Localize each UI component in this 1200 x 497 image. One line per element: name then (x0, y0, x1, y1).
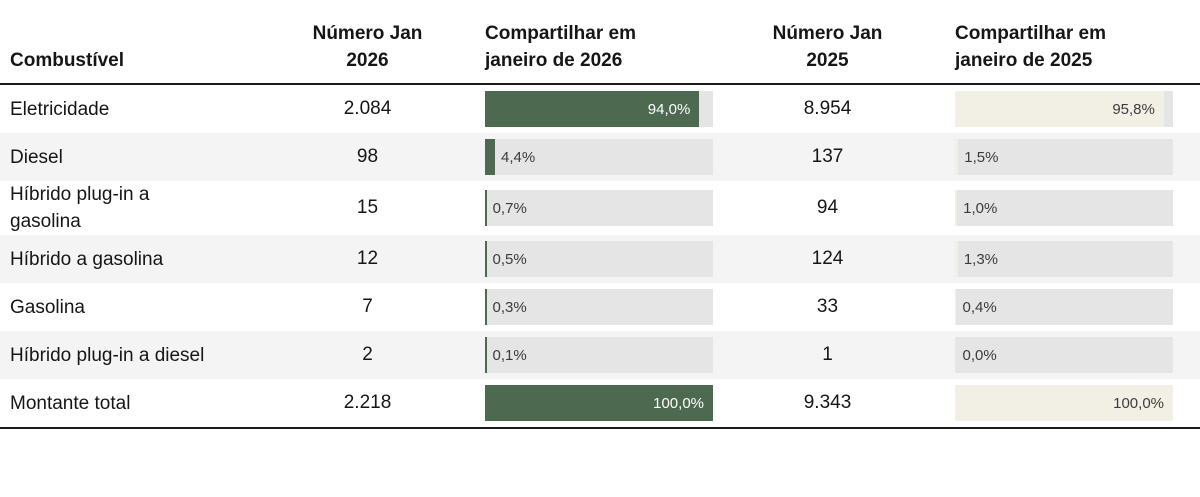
number-2025-cell: 9.343 (803, 392, 852, 413)
share-2025-bar-fill (955, 385, 1173, 421)
share-2025-bar-track: 1,0% (955, 190, 1173, 226)
share-2025-bar-cell: 1,3% (900, 241, 1200, 277)
share-2026-bar-fill (485, 139, 496, 175)
share-2025-bar-label: 95,8% (1112, 100, 1155, 118)
share-2026-bar-track: 0,3% (485, 289, 713, 325)
share-2026-bar-label: 94,0% (647, 100, 691, 118)
number-2025-cell: 124 (811, 248, 844, 269)
share-2025-bar-label: 1,5% (964, 148, 999, 166)
share-2025-bar-fill (955, 91, 1164, 127)
share-2026-bar-label: 0,1% (492, 346, 527, 364)
number-2026-cell: 15 (356, 197, 379, 218)
share-2025-bar-label: 0,4% (962, 298, 997, 316)
share-2026-bar-fill (485, 337, 487, 373)
number-2026-cell: 2.218 (343, 392, 392, 413)
share-2025-bar-fill (955, 139, 959, 175)
number-2026-cell: 12 (356, 248, 379, 269)
share-2026-bar-fill (485, 289, 487, 325)
number-2026-cell: 2 (362, 344, 373, 365)
share-2026-bar-cell: 0,5% (445, 241, 755, 277)
column-header-share-2025: Compartilhar em janeiro de 2025 (955, 23, 1106, 71)
share-2026-bar-cell: 94,0% (445, 91, 755, 127)
share-2025-bar-cell: 1,5% (900, 139, 1200, 175)
table-row: Híbrido plug-in a diesel 2 0,1% 1 0,0% (0, 331, 1200, 379)
share-2026-bar-track: 4,4% (485, 139, 713, 175)
column-header-number-2025: Número Jan 2025 (772, 23, 883, 71)
share-2025-bar-track: 1,5% (955, 139, 1173, 175)
fuel-cell: Diesel (10, 146, 63, 168)
column-header-share-2026: Compartilhar em janeiro de 2026 (485, 23, 636, 71)
table-row: Montante total 2.218 100,0% 9.343 100,0% (0, 379, 1200, 427)
share-2025-bar-label: 100,0% (1113, 394, 1164, 412)
fuel-cell: Híbrido a gasolina (10, 248, 164, 270)
number-2025-cell: 33 (816, 296, 839, 317)
share-2025-bar-cell: 95,8% (900, 91, 1200, 127)
share-2026-bar-label: 0,3% (492, 298, 527, 316)
share-2025-bar-track: 100,0% (955, 385, 1173, 421)
share-2025-bar-track: 0,0% (955, 337, 1173, 373)
number-2025-cell: 1 (822, 344, 833, 365)
share-2025-bar-fill (955, 289, 956, 325)
share-2025-bar-label: 1,0% (963, 199, 998, 217)
share-2026-bar-cell: 0,7% (445, 190, 755, 226)
share-2026-bar-fill (485, 190, 487, 226)
number-2025-cell: 137 (811, 146, 844, 167)
table-row: Híbrido plug-in a gasolina 15 0,7% 94 1,… (0, 181, 1200, 235)
share-2025-bar-track: 1,3% (955, 241, 1173, 277)
share-2026-bar-label: 0,5% (492, 250, 527, 268)
share-2026-bar-track: 0,1% (485, 337, 713, 373)
share-2026-bar-track: 0,5% (485, 241, 713, 277)
column-header-fuel: Combustível (10, 50, 125, 71)
share-2025-bar-label: 1,3% (963, 250, 999, 268)
table-row: Diesel 98 4,4% 137 1,5% (0, 133, 1200, 181)
share-2026-bar-cell: 0,3% (445, 289, 755, 325)
table-row: Híbrido a gasolina 12 0,5% 124 1,3% (0, 235, 1200, 283)
number-2026-cell: 2.084 (343, 98, 392, 119)
number-2025-cell: 94 (816, 197, 839, 218)
share-2026-bar-cell: 100,0% (445, 385, 755, 421)
fuel-cell: Gasolina (10, 296, 85, 318)
fuel-cell: Montante total (10, 392, 131, 414)
share-2026-bar-fill (485, 91, 700, 127)
share-2026-bar-label: 100,0% (653, 394, 704, 412)
table-row: Gasolina 7 0,3% 33 0,4% (0, 283, 1200, 331)
column-header-number-2026: Número Jan 2026 (312, 23, 423, 71)
table-row: Eletricidade 2.084 94,0% 8.954 95,8% (0, 85, 1200, 133)
table-header-row: Combustível Número Jan 2026 Compartilhar… (0, 0, 1200, 85)
share-2025-bar-track: 0,4% (955, 289, 1173, 325)
fuel-share-table: Combustível Número Jan 2026 Compartilhar… (0, 0, 1200, 429)
share-2025-bar-fill (955, 190, 958, 226)
share-2026-bar-cell: 0,1% (445, 337, 755, 373)
share-2025-bar-cell: 100,0% (900, 385, 1200, 421)
share-2025-bar-cell: 1,0% (900, 190, 1200, 226)
number-2026-cell: 7 (362, 296, 373, 317)
share-2025-bar-label: 0,0% (962, 346, 997, 364)
share-2026-bar-fill (485, 241, 487, 277)
share-2025-bar-cell: 0,4% (900, 289, 1200, 325)
fuel-cell: Eletricidade (10, 98, 110, 120)
number-2025-cell: 8.954 (803, 98, 852, 119)
number-2026-cell: 98 (356, 146, 379, 167)
share-2026-bar-track: 94,0% (485, 91, 713, 127)
share-2026-bar-track: 100,0% (485, 385, 713, 421)
share-2025-bar-track: 95,8% (955, 91, 1173, 127)
share-2026-bar-label: 4,4% (501, 148, 536, 166)
share-2026-bar-fill (485, 385, 713, 421)
fuel-cell: Híbrido plug-in a diesel (10, 344, 205, 366)
share-2026-bar-label: 0,7% (492, 199, 527, 217)
share-2025-bar-fill (955, 241, 958, 277)
share-2026-bar-track: 0,7% (485, 190, 713, 226)
table-bottom-rule (0, 427, 1200, 429)
fuel-cell: Híbrido plug-in a gasolina (10, 184, 150, 232)
share-2025-bar-cell: 0,0% (900, 337, 1200, 373)
share-2026-bar-cell: 4,4% (445, 139, 755, 175)
table-body: Eletricidade 2.084 94,0% 8.954 95,8% Die… (0, 85, 1200, 427)
